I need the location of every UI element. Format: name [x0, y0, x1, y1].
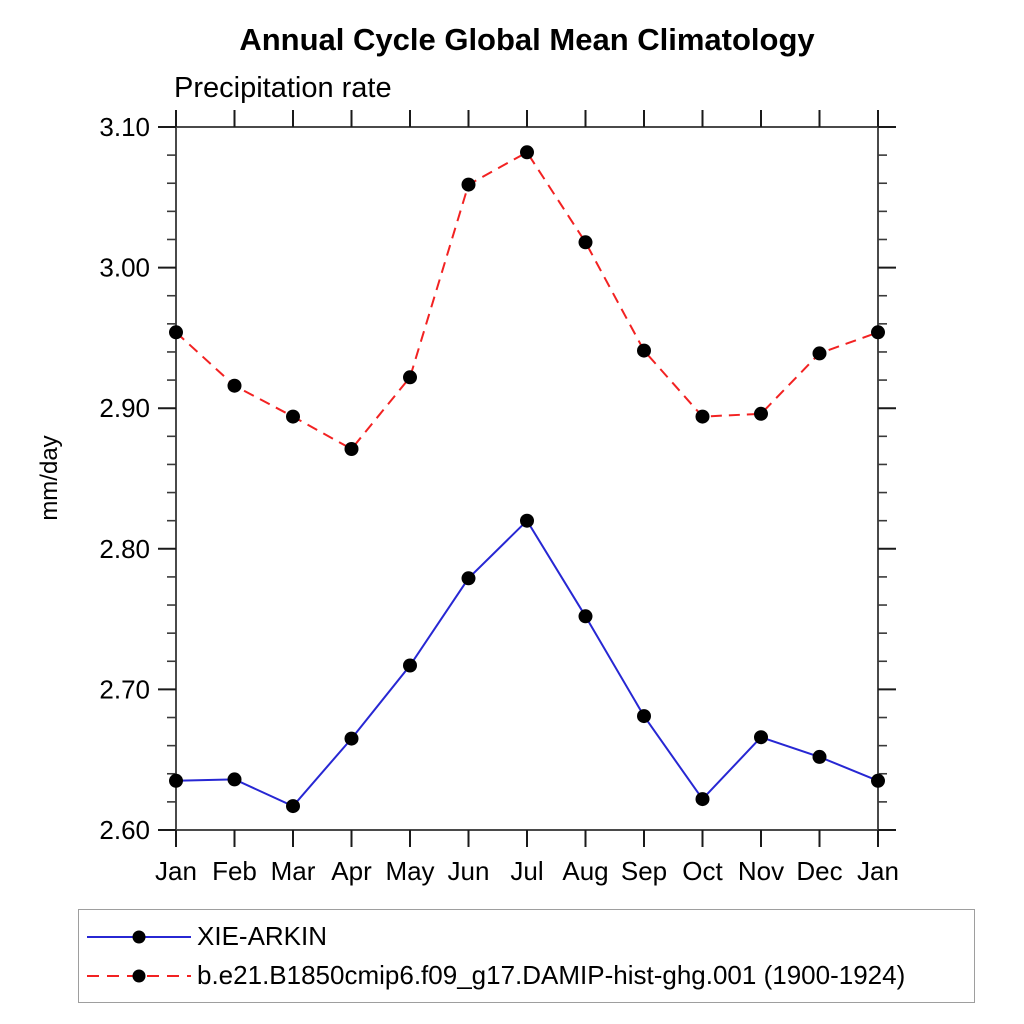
x-tick-label: Dec	[796, 856, 842, 886]
data-point-marker	[871, 325, 885, 340]
data-point-marker	[169, 773, 183, 788]
y-tick-label: 2.90	[99, 393, 150, 423]
data-point-marker	[520, 145, 534, 160]
y-tick-label: 2.80	[99, 534, 150, 564]
data-point-marker	[578, 609, 593, 624]
data-point-marker	[637, 343, 651, 358]
y-minor-ticks	[167, 154, 887, 803]
legend-label-model: b.e21.B1850cmip6.f09_g17.DAMIP-hist-ghg.…	[197, 960, 906, 990]
data-point-marker	[871, 773, 885, 788]
data-point-marker	[169, 325, 183, 340]
series-line-0	[175, 519, 879, 808]
legend-row-xie-arkin: XIE-ARKIN	[79, 917, 974, 956]
data-point-marker	[461, 571, 476, 586]
legend-box: XIE-ARKIN b.e21.B1850cmip6.f09_g17.DAMIP…	[78, 909, 975, 1003]
data-point-marker	[637, 709, 651, 724]
series-line-1	[175, 150, 879, 451]
data-point-marker	[227, 772, 242, 787]
data-point-marker	[227, 378, 242, 393]
plot-frame	[175, 126, 879, 831]
x-tick-label: Jan	[155, 856, 197, 886]
y-major-ticks	[158, 126, 896, 831]
series-1	[169, 145, 885, 456]
data-point-marker	[754, 406, 768, 421]
data-point-marker	[812, 346, 827, 361]
data-point-marker	[344, 442, 359, 456]
x-tick-label: Mar	[271, 856, 316, 886]
legend-sample-marker	[132, 930, 146, 943]
data-point-marker	[812, 749, 827, 764]
y-tick-labels: 2.60 2.70 2.80 2.90 3.00 3.10	[99, 112, 150, 845]
legend-line-sample-dashed	[87, 969, 191, 982]
series-0	[169, 513, 885, 814]
x-tick-label: Nov	[738, 856, 784, 886]
x-tick-label: May	[385, 856, 434, 886]
data-point-marker	[286, 409, 300, 424]
data-point-marker	[286, 799, 300, 814]
data-point-marker	[578, 235, 593, 250]
x-ticks	[175, 110, 879, 847]
x-tick-label: Feb	[212, 856, 257, 886]
data-point-marker	[403, 658, 417, 673]
x-tick-label: Sep	[621, 856, 667, 886]
y-tick-label: 2.70	[99, 674, 150, 704]
chart-title: Annual Cycle Global Mean Climatology	[239, 22, 815, 57]
data-point-marker	[403, 370, 417, 385]
data-point-marker	[520, 513, 534, 528]
legend-line-sample-solid	[87, 930, 191, 943]
x-tick-label: Jul	[510, 856, 543, 886]
y-tick-label: 2.60	[99, 815, 150, 845]
legend-sample-marker	[132, 969, 146, 982]
chart-subtitle: Precipitation rate	[174, 72, 392, 104]
x-tick-label: Oct	[682, 856, 723, 886]
legend-row-model: b.e21.B1850cmip6.f09_g17.DAMIP-hist-ghg.…	[79, 956, 974, 995]
x-tick-label: Apr	[331, 856, 372, 886]
x-tick-labels: Jan Feb Mar Apr May Jun Jul Aug Sep Oct Nov Dec Jan	[155, 856, 899, 886]
data-point-marker	[754, 730, 768, 745]
data-point-marker	[695, 792, 710, 807]
y-tick-label: 3.10	[99, 112, 150, 142]
x-tick-label: Jun	[448, 856, 490, 886]
data-point-marker	[695, 409, 710, 424]
data-point-marker	[344, 731, 359, 746]
legend-label-xie-arkin: XIE-ARKIN	[197, 921, 328, 951]
x-tick-label: Jan	[857, 856, 899, 886]
data-point-marker	[461, 177, 476, 192]
y-tick-label: 3.00	[99, 253, 150, 283]
x-tick-label: Aug	[562, 856, 608, 886]
